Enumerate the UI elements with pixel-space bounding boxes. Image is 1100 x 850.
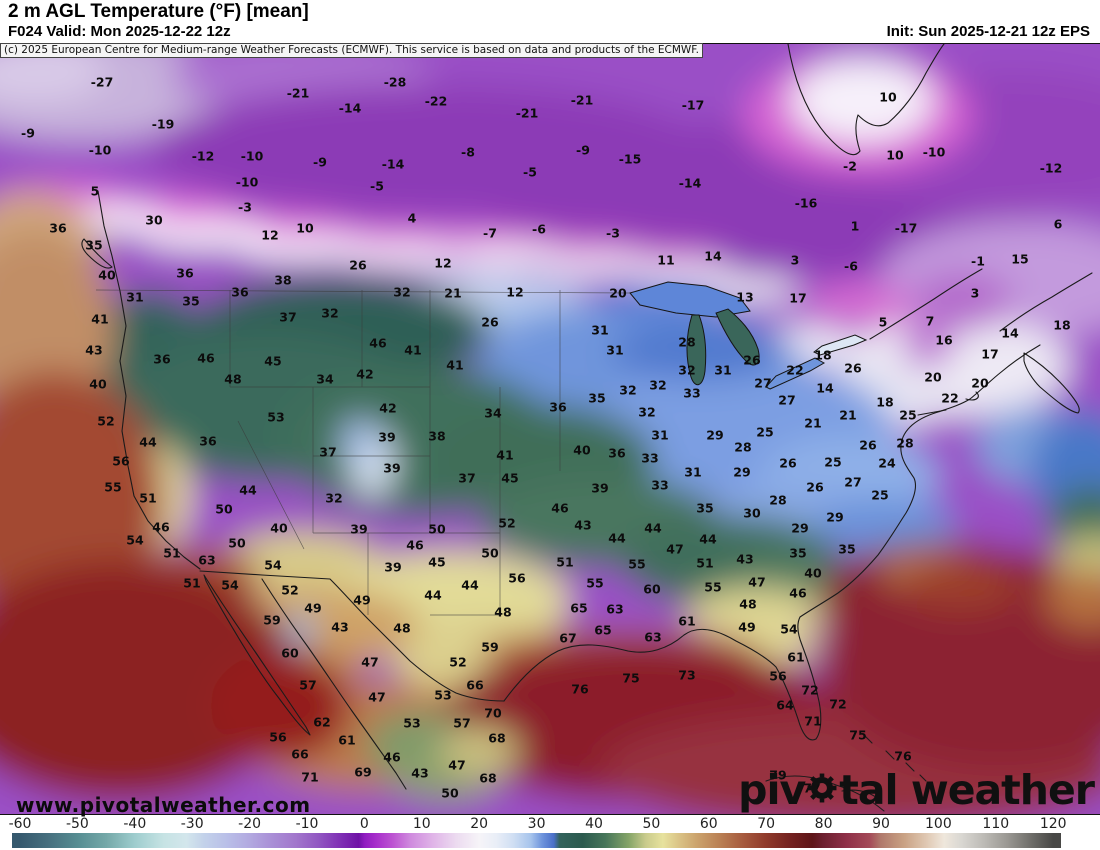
colorbar-tick: 80 xyxy=(814,816,833,832)
colorbar-tick: 100 xyxy=(925,816,952,832)
colorbar-area: -60 -50 -40 -30 -20 -10 0 10 20 30 40 50 60 70 80 90 100… xyxy=(0,815,1100,850)
logo-text-right: tal weather xyxy=(839,766,1095,814)
colorbar-tick: -30 xyxy=(180,816,204,832)
colorbar-ticks: -60 -50 -40 -30 -20 -10 0 10 20 30 40 50 60 70 80 90 100… xyxy=(0,816,1100,832)
colorbar-tick: -40 xyxy=(123,816,147,832)
colorbar-tick: 10 xyxy=(412,816,431,832)
colorbar-tick: -60 xyxy=(8,816,32,832)
header: 2 m AGL Temperature (°F) [mean] F024 Val… xyxy=(0,0,1100,43)
colorbar-tick: 0 xyxy=(359,816,369,832)
pivotal-weather-logo: piv tal weather xyxy=(738,766,1095,814)
copyright-bar: (c) 2025 European Centre for Medium-rang… xyxy=(0,43,703,58)
colorbar-tick: -50 xyxy=(65,816,89,832)
colorbar-tick: 110 xyxy=(982,816,1010,832)
colorbar-tick: 120 xyxy=(1039,816,1067,832)
valid-time: F024 Valid: Mon 2025-12-22 12z xyxy=(8,23,231,40)
colorbar-tick: 90 xyxy=(872,816,890,832)
colorbar-tick: -20 xyxy=(238,816,262,832)
colorbar-tick: 50 xyxy=(642,816,661,832)
colorbar-tick: 70 xyxy=(757,816,776,832)
watermark-url: www.pivotalweather.com xyxy=(16,793,311,817)
temperature-field-art xyxy=(0,44,1100,814)
colorbar-gradient xyxy=(12,833,1061,848)
init-time: Init: Sun 2025-12-21 12z EPS xyxy=(886,23,1090,40)
logo-text-left: piv xyxy=(738,766,806,814)
colorbar-tick: 20 xyxy=(470,816,489,832)
gear-icon xyxy=(805,766,839,814)
colorbar-tick: 60 xyxy=(699,816,718,832)
colorbar-tick: 30 xyxy=(527,816,546,832)
colorbar-tick: -10 xyxy=(295,816,319,832)
temperature-map xyxy=(0,43,1100,815)
colorbar-tick: 40 xyxy=(585,816,603,832)
page-title: 2 m AGL Temperature (°F) [mean] xyxy=(8,1,309,22)
